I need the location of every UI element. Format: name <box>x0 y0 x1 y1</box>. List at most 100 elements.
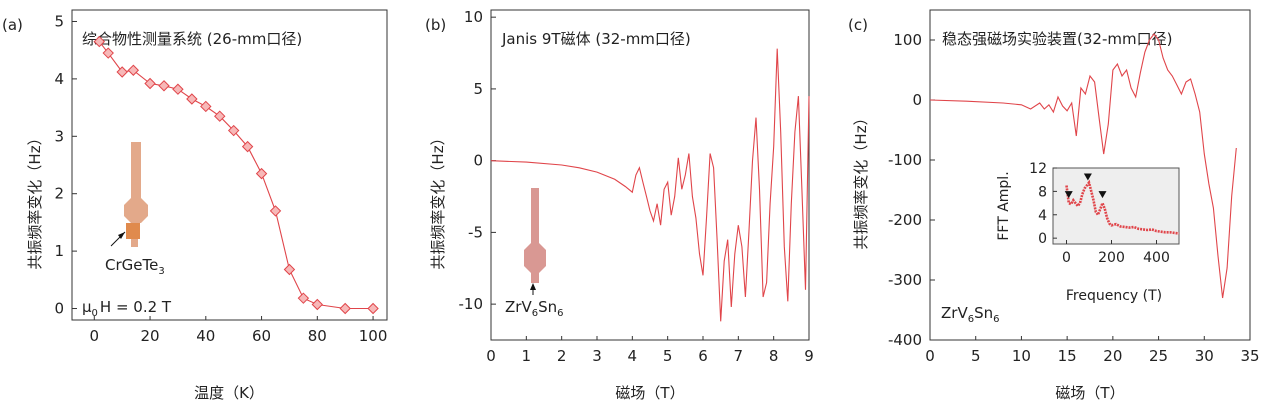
inset-x-tick-label: 200 <box>1098 250 1125 266</box>
sample-label-b: ZrV6Sn6 <box>505 298 564 319</box>
panel-b-x-tick-label: 8 <box>769 347 779 365</box>
inset-y-ticks: 0 4 8 12 <box>1029 161 1057 247</box>
data-point-a <box>186 93 198 105</box>
data-point-a <box>172 83 184 95</box>
panel-c-label: (c) <box>848 16 868 34</box>
sample-arrowhead-b <box>530 283 536 290</box>
panel-c-y-label: 共振频率变化（Hz） <box>852 110 870 249</box>
data-point-a <box>255 167 268 180</box>
data-point-a <box>102 47 114 59</box>
data-point-a <box>116 66 128 78</box>
panel-a-y-tick-label: 3 <box>54 127 64 145</box>
panel-c-x-tick-label: 30 <box>1195 347 1214 365</box>
sample-holder-illustration-b <box>524 188 546 283</box>
panel-a-x-label: 温度（K） <box>194 384 264 402</box>
panel-a-frame <box>71 9 388 321</box>
panel-b-y-tick-label: 10 <box>464 8 483 26</box>
panel-a-y-ticks: 0 1 2 3 4 5 <box>54 12 77 318</box>
panel-b-x-tick-label: 0 <box>486 347 496 365</box>
panel-a-y-tick-label: 0 <box>54 300 64 318</box>
panel-b-y-label: 共振频率变化（Hz） <box>429 130 447 269</box>
data-point-a <box>241 140 254 153</box>
panel-c-x-ticks: 0 5 10 15 20 25 30 35 <box>925 336 1260 365</box>
panel-a-data <box>93 35 379 315</box>
data-point-a <box>283 263 296 276</box>
panel-b-x-tick-label: 1 <box>522 347 532 365</box>
series-line-c <box>929 33 1237 299</box>
panel-b-x-tick-label: 3 <box>592 347 602 365</box>
panel-a-x-tick-label: 40 <box>196 327 215 345</box>
inset-y-tick-label: 12 <box>1029 161 1047 177</box>
inset-y-tick-label: 8 <box>1038 184 1047 200</box>
panel-c-y-tick-label: -100 <box>888 151 922 169</box>
data-point-a <box>269 205 282 217</box>
inset-fft-line <box>1065 179 1180 235</box>
panel-a-x-ticks: 0 20 40 60 80 100 <box>90 316 388 345</box>
panel-a-x-tick-label: 0 <box>90 327 100 345</box>
data-point-a <box>297 292 310 304</box>
panel-c-inset: 0 200 400 0 4 8 12 Frequency (T) FFT Ampl. <box>996 161 1180 304</box>
inset-y-tick-label: 4 <box>1038 208 1047 224</box>
inset-peak-arrow <box>1083 173 1092 181</box>
panel-a-x-tick-label: 100 <box>359 327 388 345</box>
panel-c-y-tick-label: -300 <box>888 271 922 289</box>
panel-c-x-tick-label: 15 <box>1058 347 1077 365</box>
panel-c-x-label: 磁场（T） <box>1055 384 1124 402</box>
panel-b-frame <box>490 9 810 341</box>
panel-c-x-tick-label: 0 <box>925 347 935 365</box>
panel-b-x-tick-label: 5 <box>663 347 673 365</box>
panel-a: (a) 综合物性测量系统 (26-mm口径) 0 20 40 60 80 100 0 1 2 3… <box>2 9 388 402</box>
panel-c-y-tick-label: 0 <box>912 91 922 109</box>
panel-b-x-tick-label: 4 <box>628 347 638 365</box>
sample-label-c: ZrV6Sn6 <box>941 304 1000 325</box>
panel-b-x-ticks: 0 1 2 3 4 5 6 7 8 9 <box>486 336 814 365</box>
panel-b-y-tick-label: 5 <box>473 80 483 98</box>
inset-frame <box>1052 167 1180 245</box>
panel-c-x-tick-label: 10 <box>1012 347 1031 365</box>
panel-b-y-ticks: -10 -5 0 5 10 <box>459 8 496 313</box>
data-point-a <box>200 100 212 113</box>
panel-c-data <box>929 33 1237 299</box>
data-point-a <box>339 302 351 315</box>
panel-b-x-tick-label: 7 <box>734 347 744 365</box>
data-point-a <box>214 110 226 122</box>
inset-peak-arrow <box>1064 191 1073 199</box>
inset-x-ticks: 0 200 400 <box>1062 240 1170 266</box>
panel-c-x-tick-label: 5 <box>971 347 981 365</box>
series-line-b <box>490 48 810 322</box>
panel-a-y-tick-label: 4 <box>54 70 64 88</box>
panel-b-x-label: 磁场（T） <box>615 384 684 402</box>
panel-c-title: 稳态强磁场实验装置(32-mm口径) <box>942 30 1172 48</box>
panel-c-y-tick-label: 100 <box>893 31 922 49</box>
inset-x-label: Frequency (T) <box>1066 288 1162 304</box>
panel-b-y-tick-label: -5 <box>468 223 483 241</box>
panel-c-frame <box>929 9 1251 341</box>
inset-y-label: FFT Ampl. <box>996 171 1012 240</box>
panel-a-y-tick-label: 2 <box>54 185 64 203</box>
data-point-a <box>144 77 156 90</box>
panel-b-label: (b) <box>425 16 446 34</box>
panel-a-y-tick-label: 1 <box>54 242 64 260</box>
panel-c-x-tick-label: 35 <box>1240 347 1259 365</box>
panel-a-x-tick-label: 60 <box>252 327 271 345</box>
panel-a-y-tick-label: 5 <box>54 12 64 30</box>
panel-c-y-ticks: -400 -300 -200 -100 0 100 <box>888 31 935 349</box>
panel-a-label: (a) <box>2 16 23 34</box>
panel-b-title: Janis 9T磁体 (32-mm口径) <box>501 30 691 48</box>
panel-c-y-tick-label: -400 <box>888 331 922 349</box>
data-point-a <box>367 302 379 315</box>
panel-b-x-tick-label: 9 <box>804 347 814 365</box>
sample-holder-illustration-a <box>124 142 148 247</box>
sample-label-a: CrGeTe3 <box>105 256 165 277</box>
panel-a-y-label: 共振频率变化（Hz） <box>26 130 44 269</box>
panel-b-y-tick-label: -10 <box>459 295 484 313</box>
data-point-a <box>227 124 240 137</box>
panel-c-x-tick-label: 25 <box>1149 347 1168 365</box>
inset-x-tick-label: 0 <box>1062 250 1071 266</box>
inset-peak-arrow <box>1098 191 1107 199</box>
sample-arrowhead-a <box>118 232 125 239</box>
panel-b-x-tick-label: 6 <box>698 347 708 365</box>
panel-b-data <box>490 48 810 322</box>
panel-a-x-tick-label: 80 <box>308 327 327 345</box>
